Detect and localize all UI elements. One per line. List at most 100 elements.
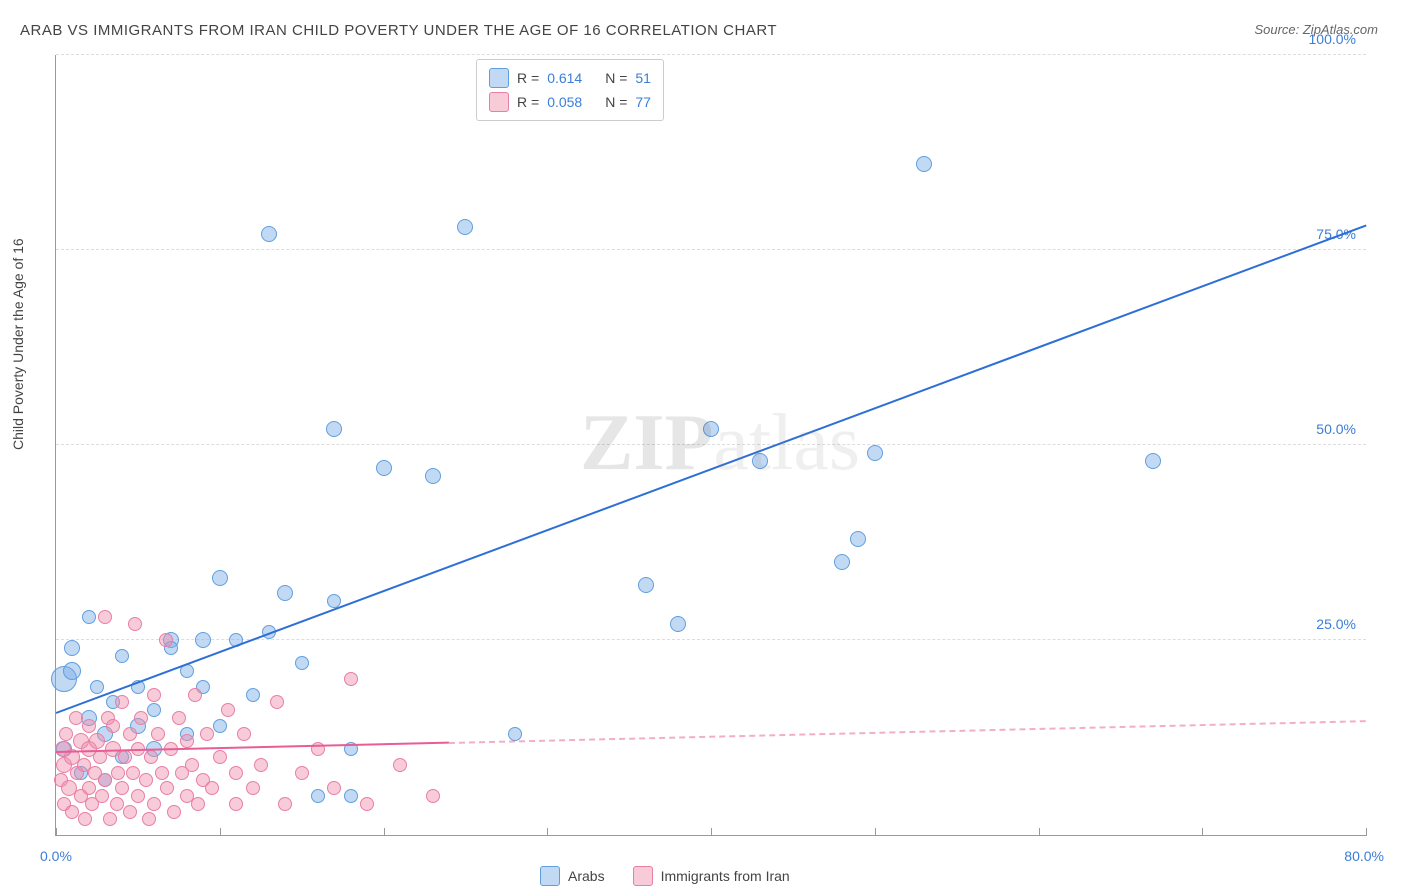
scatter-point (95, 789, 109, 803)
scatter-point (118, 750, 132, 764)
x-tick (1202, 828, 1203, 836)
scatter-point (246, 688, 260, 702)
scatter-point (638, 577, 654, 593)
scatter-point (98, 773, 112, 787)
scatter-point (327, 781, 341, 795)
scatter-point (916, 156, 932, 172)
regression-line-dashed (449, 720, 1366, 744)
scatter-point (670, 616, 686, 632)
correlation-legend-row: R =0.614N =51 (489, 66, 651, 90)
scatter-plot-area: R =0.614N =51R =0.058N =77 25.0%50.0%75.… (55, 55, 1366, 836)
scatter-point (703, 421, 719, 437)
scatter-point (344, 672, 358, 686)
scatter-point (78, 812, 92, 826)
scatter-point (98, 610, 112, 624)
gridline (56, 54, 1366, 55)
scatter-point (147, 797, 161, 811)
scatter-point (147, 703, 161, 717)
scatter-point (82, 781, 96, 795)
scatter-point (229, 766, 243, 780)
scatter-point (89, 733, 105, 749)
scatter-point (147, 688, 161, 702)
scatter-point (426, 789, 440, 803)
scatter-point (277, 585, 293, 601)
gridline (56, 444, 1366, 445)
scatter-point (295, 766, 309, 780)
scatter-point (128, 617, 142, 631)
legend-r-value: 0.614 (547, 70, 597, 86)
scatter-point (59, 727, 73, 741)
scatter-point (834, 554, 850, 570)
x-tick (875, 828, 876, 836)
scatter-point (344, 789, 358, 803)
legend-n-value: 77 (635, 94, 651, 110)
x-axis-max-label: 80.0% (1344, 848, 1384, 864)
scatter-point (82, 719, 96, 733)
scatter-point (167, 805, 181, 819)
scatter-point (246, 781, 260, 795)
scatter-point (142, 812, 156, 826)
scatter-point (185, 758, 199, 772)
scatter-point (115, 781, 129, 795)
scatter-point (115, 649, 129, 663)
scatter-point (326, 421, 342, 437)
source-label: Source: (1254, 22, 1302, 37)
scatter-point (278, 797, 292, 811)
x-tick (1039, 828, 1040, 836)
scatter-point (188, 688, 202, 702)
scatter-point (115, 695, 129, 709)
scatter-point (237, 727, 251, 741)
scatter-point (311, 789, 325, 803)
legend-swatch (489, 68, 509, 88)
scatter-point (159, 633, 173, 647)
legend-n-label: N = (605, 70, 627, 86)
scatter-point (144, 750, 158, 764)
x-tick (220, 828, 221, 836)
scatter-point (103, 812, 117, 826)
legend-n-value: 51 (635, 70, 651, 86)
y-tick-label: 50.0% (1316, 421, 1356, 437)
x-tick (56, 828, 57, 836)
y-axis-label: Child Poverty Under the Age of 16 (10, 238, 26, 450)
y-tick-label: 100.0% (1309, 31, 1356, 47)
series-legend: Arabs Immigrants from Iran (540, 866, 790, 886)
scatter-point (123, 727, 137, 741)
legend-swatch (489, 92, 509, 112)
scatter-point (139, 773, 153, 787)
legend-n-label: N = (605, 94, 627, 110)
scatter-point (213, 719, 227, 733)
scatter-point (123, 805, 137, 819)
scatter-point (111, 766, 125, 780)
legend-swatch (633, 866, 653, 886)
scatter-point (172, 711, 186, 725)
scatter-point (425, 468, 441, 484)
scatter-point (160, 781, 174, 795)
scatter-point (126, 766, 140, 780)
legend-r-label: R = (517, 94, 539, 110)
correlation-legend-row: R =0.058N =77 (489, 90, 651, 114)
scatter-point (221, 703, 235, 717)
scatter-point (850, 531, 866, 547)
x-tick (547, 828, 548, 836)
scatter-point (1145, 453, 1161, 469)
series-legend-label: Immigrants from Iran (661, 868, 790, 884)
scatter-point (360, 797, 374, 811)
scatter-point (106, 719, 120, 733)
x-tick (384, 828, 385, 836)
scatter-point (508, 727, 522, 741)
legend-swatch (540, 866, 560, 886)
scatter-point (69, 711, 83, 725)
scatter-point (151, 727, 165, 741)
regression-line (56, 225, 1367, 714)
chart-title: ARAB VS IMMIGRANTS FROM IRAN CHILD POVER… (20, 22, 777, 39)
scatter-point (261, 226, 277, 242)
scatter-point (295, 656, 309, 670)
scatter-point (212, 570, 228, 586)
scatter-point (82, 610, 96, 624)
x-axis-min-label: 0.0% (40, 848, 72, 864)
scatter-point (254, 758, 268, 772)
series-legend-label: Arabs (568, 868, 605, 884)
scatter-point (270, 695, 284, 709)
scatter-point (180, 734, 194, 748)
x-tick (1366, 828, 1367, 836)
